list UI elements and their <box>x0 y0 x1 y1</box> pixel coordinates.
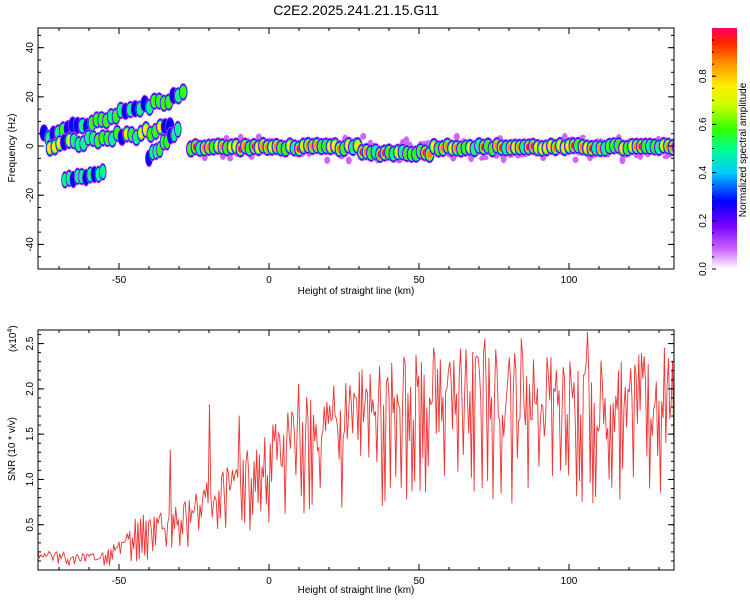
spectrogram-y-tick-label: -20 <box>25 188 36 203</box>
snr-y-tick-label: 2.5 <box>25 336 36 350</box>
svg-text:(x104): (x104) <box>7 325 19 352</box>
spectrogram-x-label: Height of straight line (km) <box>298 286 415 297</box>
snr-y-tick-label: 0.5 <box>25 517 36 531</box>
spectrogram-x-tick-label: -50 <box>112 275 127 286</box>
snr-peak-point <box>238 415 240 417</box>
spectrogram-cell <box>174 122 181 137</box>
spectrogram-cell <box>453 132 460 142</box>
snr-x-tick-label: 100 <box>561 576 578 587</box>
snr-frame <box>37 329 675 571</box>
spectrogram-panel: -50 0 50 100 -40 -20 0 20 40 Height of straight… <box>7 27 675 297</box>
snr-series-line <box>38 332 674 566</box>
figure-title: C2E2.2025.241.21.15.G11 <box>273 2 439 18</box>
colorbar-gradient <box>712 28 737 269</box>
colorbar-tick-label: 0.2 <box>698 213 709 227</box>
spectrogram-cell <box>619 156 626 165</box>
snr-x-axis: -50 0 50 100 <box>58 330 660 587</box>
colorbar: 0.0 0.2 0.4 0.6 0.8 Normalized spectral ampl… <box>698 28 749 276</box>
spectrogram-cell <box>360 132 367 140</box>
snr-peak-point <box>520 338 522 340</box>
snr-data-points <box>169 332 666 452</box>
colorbar-tick-label: 0.8 <box>698 69 709 83</box>
snr-x-tick-label: 0 <box>266 576 272 587</box>
spectrogram-x-tick-label: 100 <box>561 275 578 286</box>
snr-peak-point <box>298 383 300 385</box>
snr-peak-point <box>664 347 666 349</box>
spectrogram-cell <box>324 156 331 164</box>
spectrogram-y-tick-label: 40 <box>25 42 36 54</box>
spectrogram-x-tick-label: 50 <box>413 275 425 286</box>
spectrogram-cell <box>99 165 106 179</box>
spectrogram-x-tick-label: 0 <box>266 275 272 286</box>
snr-y-axis: 0.5 1.0 1.5 2.0 2.5 <box>25 334 674 562</box>
spectrogram-image <box>39 83 674 189</box>
snr-peak-point <box>403 356 405 358</box>
snr-x-tick-label: -50 <box>112 576 127 587</box>
snr-x-label: Height of straight line (km) <box>298 585 415 596</box>
snr-peak-point <box>208 404 210 406</box>
colorbar-tick-label: 0.6 <box>698 117 709 131</box>
colorbar-label: Normalized spectral amplitude <box>738 82 749 217</box>
colorbar-tick-label: 0.4 <box>698 165 709 179</box>
spectrogram-x-axis: -50 0 50 100 <box>58 28 660 286</box>
snr-y-tick-label: 1.0 <box>25 472 36 486</box>
snr-scale-exponent: 4 <box>7 329 14 333</box>
snr-panel: -50 0 50 100 0.5 1.0 1.5 2.0 2.5 Height of stra… <box>7 325 675 596</box>
spectrogram-y-tick-label: 20 <box>25 91 36 103</box>
spectrogram-cell <box>579 134 586 139</box>
spectrogram-frame <box>37 27 675 270</box>
snr-y-tick-label: 2.0 <box>25 381 36 395</box>
snr-y-label: SNR (10 * v/v) <box>7 417 18 481</box>
spectrogram-cell <box>345 156 352 165</box>
colorbar-axis: 0.0 0.2 0.4 0.6 0.8 <box>698 39 716 276</box>
spectrogram-y-label: Frequency (Hz) <box>7 114 18 183</box>
spectrogram-cell <box>572 156 579 163</box>
snr-peak-point <box>586 332 588 334</box>
snr-peak-point <box>484 338 486 340</box>
snr-peak-point <box>472 352 474 354</box>
snr-scale-factor: (x104) <box>7 325 19 352</box>
spectrogram-y-tick-label: -40 <box>25 237 36 252</box>
snr-y-tick-label: 1.5 <box>25 427 36 441</box>
spectrogram-y-tick-label: 0 <box>25 143 36 149</box>
snr-x-tick-label: 50 <box>413 576 425 587</box>
spectrogram-cell <box>482 155 489 161</box>
colorbar-tick-label: 0.0 <box>698 262 709 276</box>
snr-peak-point <box>169 449 171 452</box>
spectrogram-y-axis: -40 -20 0 20 40 <box>25 34 674 270</box>
snr-scale-label: (x10 <box>8 332 19 352</box>
spectrogram-cell <box>180 86 187 98</box>
